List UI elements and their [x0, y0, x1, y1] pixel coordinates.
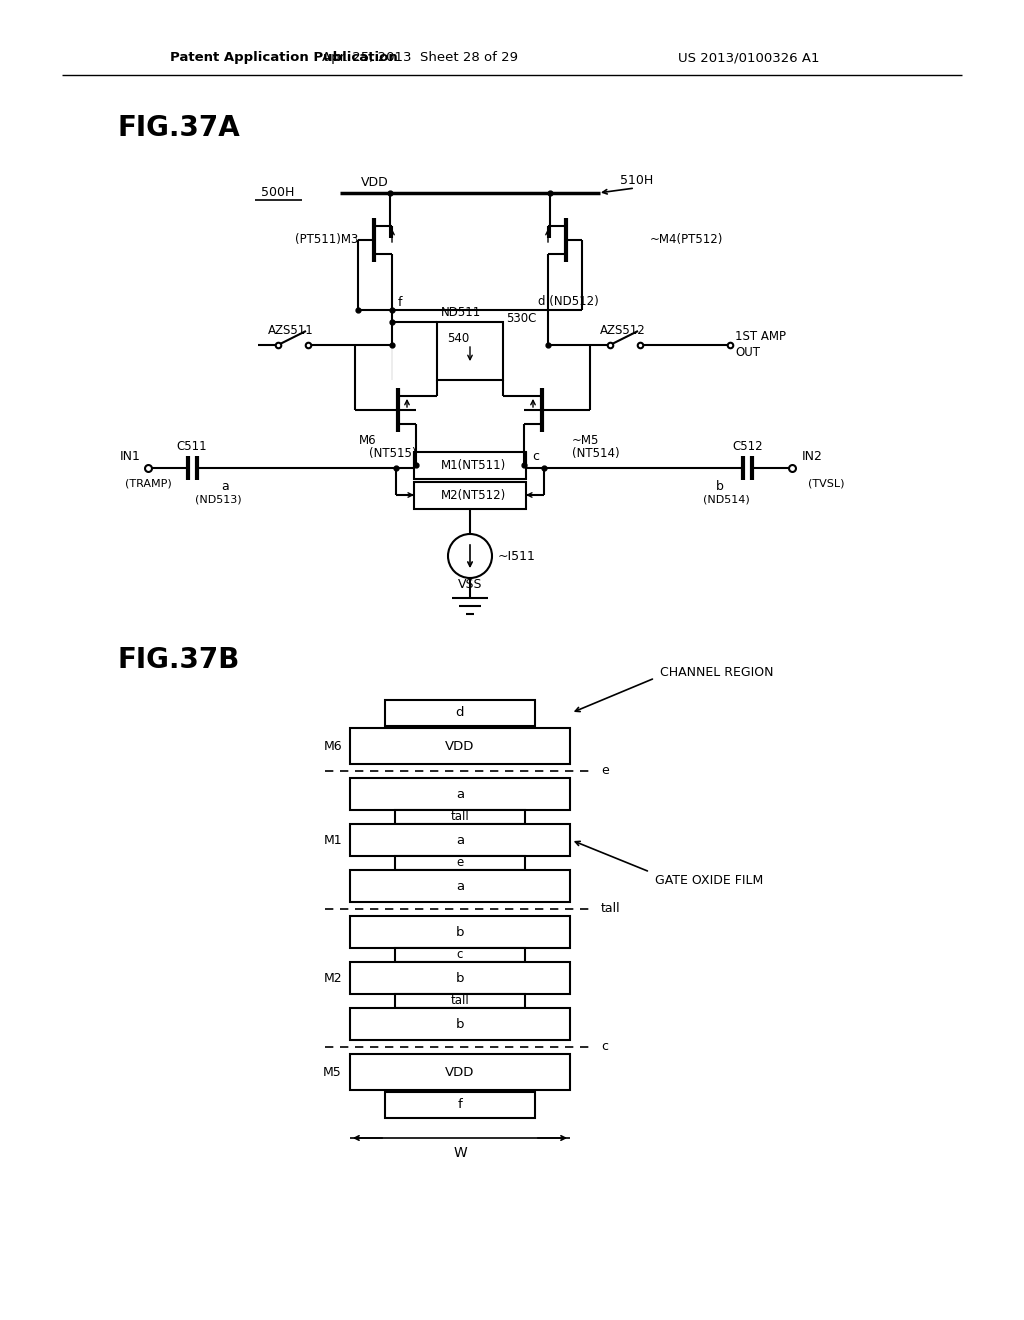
Text: 1ST AMP: 1ST AMP [735, 330, 786, 343]
Text: C511: C511 [177, 440, 207, 453]
Text: a: a [221, 479, 229, 492]
Text: GATE OXIDE FILM: GATE OXIDE FILM [655, 874, 763, 887]
Text: VDD: VDD [445, 1065, 475, 1078]
Text: (NT514): (NT514) [572, 447, 620, 461]
Text: VDD: VDD [445, 739, 475, 752]
Text: FIG.37B: FIG.37B [118, 645, 241, 675]
Text: (ND513): (ND513) [195, 495, 242, 506]
Text: OUT: OUT [735, 346, 760, 359]
Text: e: e [457, 857, 464, 870]
Text: tall: tall [601, 903, 621, 916]
Text: c: c [601, 1040, 608, 1053]
Text: c: c [532, 450, 539, 462]
Text: C512: C512 [733, 440, 763, 453]
Text: Apr. 25, 2013  Sheet 28 of 29: Apr. 25, 2013 Sheet 28 of 29 [322, 51, 518, 65]
Text: M5: M5 [324, 1065, 342, 1078]
Text: tall: tall [451, 994, 469, 1007]
Text: AZS511: AZS511 [268, 325, 313, 338]
Text: tall: tall [451, 810, 469, 824]
Text: d: d [456, 706, 464, 719]
Text: (NT515): (NT515) [370, 447, 417, 461]
Text: VDD: VDD [361, 177, 389, 190]
Bar [385, 1092, 535, 1118]
Text: M1: M1 [324, 833, 342, 846]
Text: M1(NT511): M1(NT511) [441, 458, 507, 471]
Text: f: f [458, 1098, 463, 1111]
Bar [350, 824, 570, 855]
Text: (TVSL): (TVSL) [808, 479, 845, 488]
Bar [437, 322, 503, 380]
Text: a: a [456, 788, 464, 800]
Text: IN1: IN1 [120, 450, 140, 462]
Text: 510H: 510H [620, 173, 653, 186]
Bar [395, 948, 525, 962]
Text: (PT511)M3: (PT511)M3 [295, 234, 358, 247]
Text: Patent Application Publication: Patent Application Publication [170, 51, 397, 65]
Text: US 2013/0100326 A1: US 2013/0100326 A1 [679, 51, 820, 65]
Text: ~M5: ~M5 [572, 433, 599, 446]
Bar [395, 994, 525, 1008]
Bar [350, 1008, 570, 1040]
Text: M2: M2 [324, 972, 342, 985]
Text: CHANNEL REGION: CHANNEL REGION [660, 665, 773, 678]
Text: IN2: IN2 [802, 450, 822, 462]
Bar [350, 729, 570, 764]
Bar [350, 916, 570, 948]
Bar [350, 1053, 570, 1090]
Text: e: e [601, 764, 608, 777]
Text: ND511: ND511 [441, 305, 481, 318]
Text: (ND514): (ND514) [702, 495, 750, 506]
Text: 540: 540 [447, 331, 469, 345]
Text: ~M4(PT512): ~M4(PT512) [650, 234, 723, 247]
Bar [385, 700, 535, 726]
Bar [395, 855, 525, 870]
Bar [350, 870, 570, 902]
Text: M6: M6 [324, 739, 342, 752]
Text: M2(NT512): M2(NT512) [441, 488, 507, 502]
Bar [350, 777, 570, 810]
Bar [414, 482, 526, 510]
Text: b: b [456, 1018, 464, 1031]
Text: a: a [456, 833, 464, 846]
Text: VSS: VSS [458, 578, 482, 591]
Text: (TRAMP): (TRAMP) [125, 479, 172, 488]
Bar [395, 810, 525, 824]
Text: AZS512: AZS512 [600, 325, 646, 338]
Text: 530C: 530C [506, 313, 537, 326]
Text: FIG.37A: FIG.37A [118, 114, 241, 143]
Text: M6: M6 [358, 433, 376, 446]
Text: c: c [457, 949, 463, 961]
Text: 500H: 500H [261, 186, 295, 199]
Bar [414, 451, 526, 479]
Text: f: f [398, 296, 402, 309]
Text: W: W [454, 1146, 467, 1160]
Bar [350, 962, 570, 994]
Text: b: b [456, 925, 464, 939]
Text: d (ND512): d (ND512) [538, 296, 599, 309]
Text: b: b [456, 972, 464, 985]
Text: ~I511: ~I511 [498, 549, 536, 562]
Text: b: b [716, 479, 724, 492]
Text: a: a [456, 879, 464, 892]
